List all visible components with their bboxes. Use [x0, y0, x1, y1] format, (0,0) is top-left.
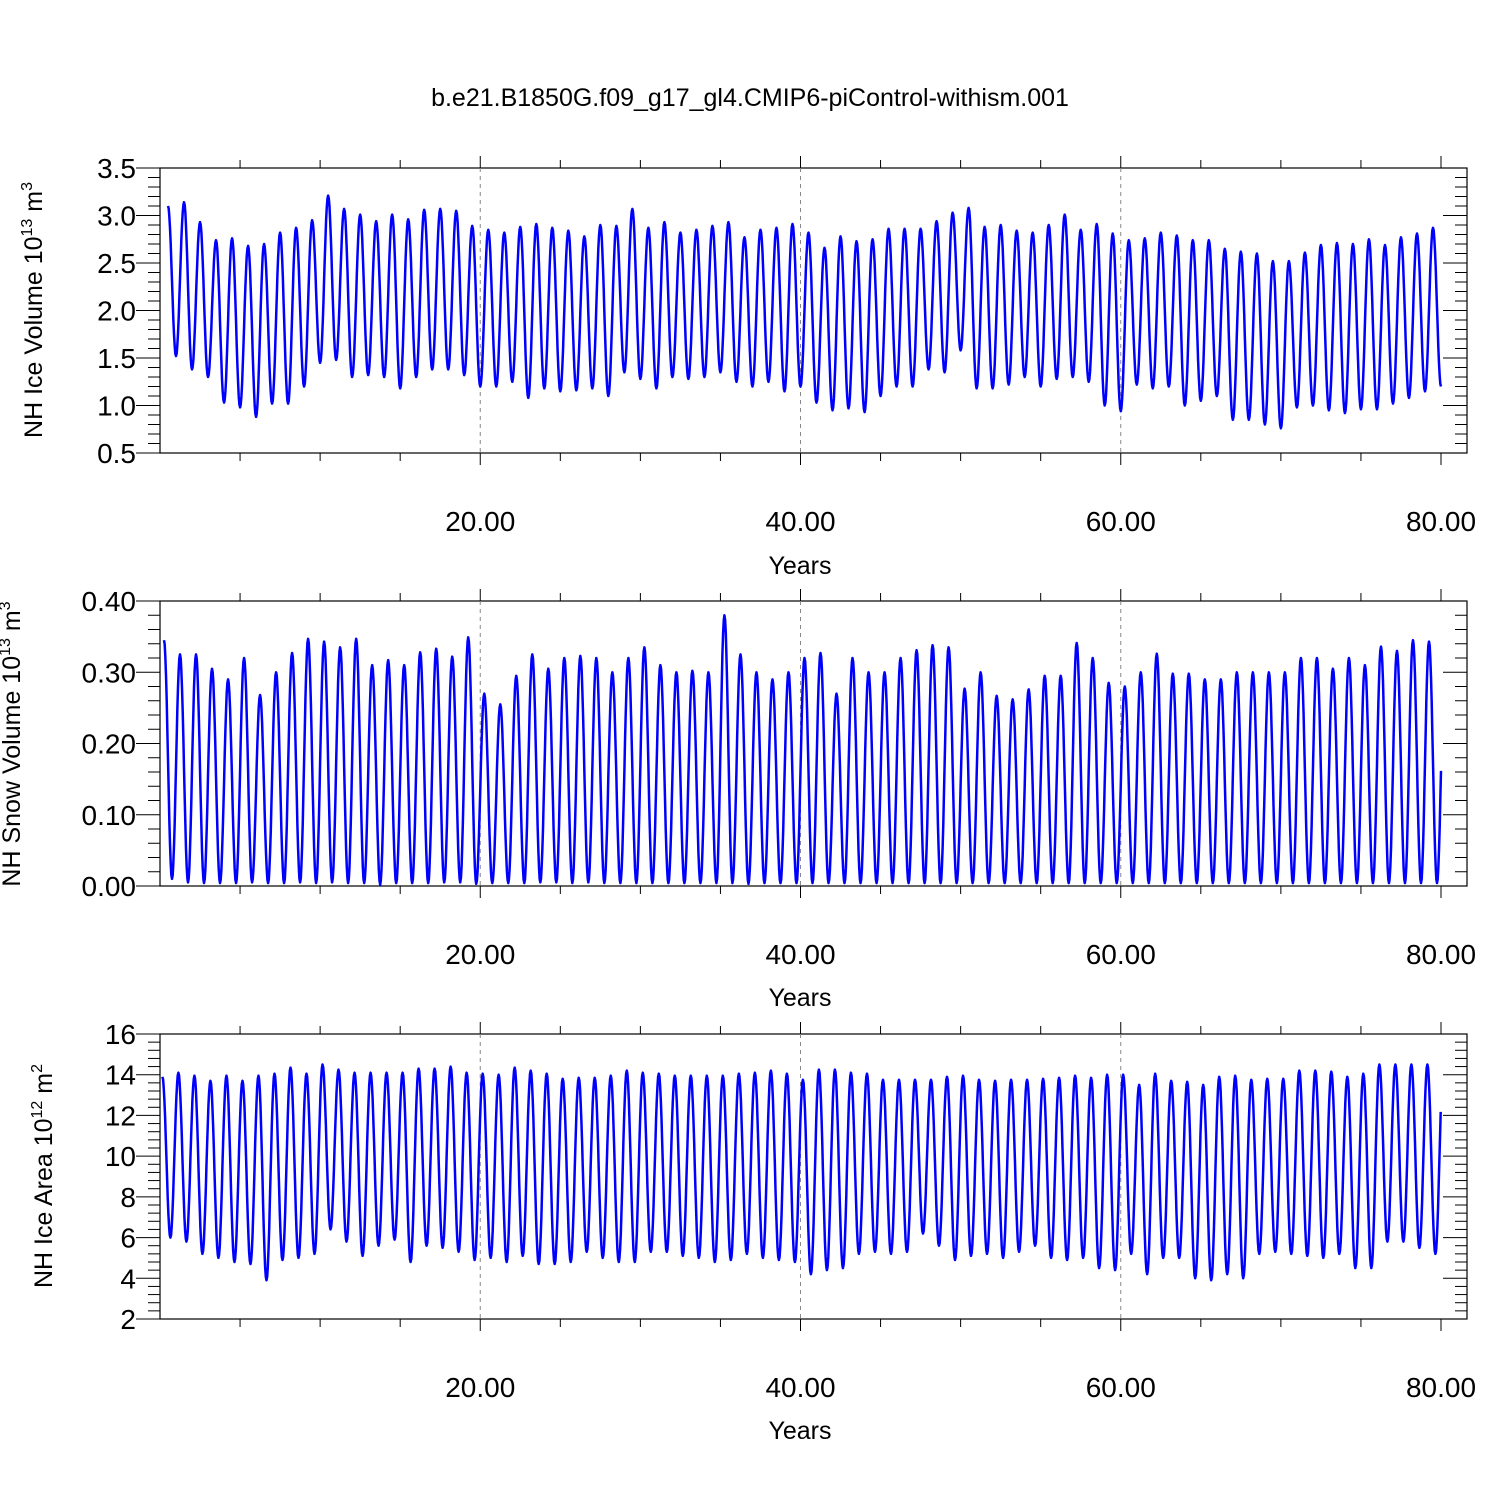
y-tick-label: 2: [120, 1304, 136, 1335]
x-axis-label: Years: [768, 552, 831, 580]
y-tick-labels: 0.5 1.0 1.5 2.0 2.5 3.0 3.5: [97, 153, 136, 469]
x-tick-label: 40.00: [765, 506, 835, 537]
y-tick-labels: 2 4 6 8 10 12 14 16: [105, 1019, 136, 1335]
y-tick-labels: 0.00 0.10 0.20 0.30 0.40: [82, 586, 137, 902]
x-tick-label: 40.00: [765, 1372, 835, 1403]
panel-snow-volume: 0.00 0.10 0.20 0.30 0.40 20.00 40.00 60.…: [0, 586, 1476, 1012]
panel-ice-area: 2 4 6 8 10 12 14 16 20.00 40.00 60.00 80…: [29, 1019, 1476, 1445]
x-tick-label: 60.00: [1086, 1372, 1156, 1403]
y-tick-label: 3.0: [97, 201, 136, 232]
y-tick-label: 0.30: [82, 657, 137, 688]
y-tick-label: 6: [120, 1223, 136, 1254]
series-line: [166, 194, 1443, 430]
y-tick-label: 0.20: [82, 729, 137, 760]
x-axis-label: Years: [768, 1417, 831, 1445]
plot-frame: [159, 1033, 1468, 1320]
y-tick-label: 8: [120, 1182, 136, 1213]
x-tick-label: 20.00: [445, 1372, 515, 1403]
y-axis-label: NH Snow Volume 1013 m3: [0, 601, 26, 886]
tick-marks: [136, 589, 1467, 898]
series-line: [161, 1063, 1442, 1282]
y-tick-label: 3.5: [97, 153, 136, 184]
y-tick-label: 12: [105, 1100, 136, 1131]
x-tick-label: 80.00: [1406, 1372, 1476, 1403]
x-axis-label: Years: [768, 984, 831, 1012]
y-tick-label: 14: [105, 1060, 136, 1091]
y-tick-label: 0.5: [97, 438, 136, 469]
gridlines: [479, 1034, 1122, 1319]
y-tick-label: 10: [105, 1141, 136, 1172]
x-tick-label: 40.00: [765, 939, 835, 970]
tick-marks: [136, 156, 1467, 465]
x-tick-labels: 20.00 40.00 60.00 80.00: [445, 1372, 1476, 1403]
y-axis-label: NH Ice Area 1012 m2: [29, 1064, 58, 1288]
y-tick-label: 0.40: [82, 586, 137, 617]
x-tick-label: 60.00: [1086, 506, 1156, 537]
x-tick-labels: 20.00 40.00 60.00 80.00: [445, 939, 1476, 970]
y-tick-label: 2.5: [97, 248, 136, 279]
x-tick-label: 20.00: [445, 506, 515, 537]
y-tick-label: 0.10: [82, 800, 137, 831]
y-axis-label: NH Ice Volume 1013 m3: [19, 182, 48, 438]
x-tick-label: 80.00: [1406, 506, 1476, 537]
y-tick-label: 4: [120, 1263, 136, 1294]
y-tick-label: 16: [105, 1019, 136, 1050]
x-tick-label: 60.00: [1086, 939, 1156, 970]
x-tick-label: 80.00: [1406, 939, 1476, 970]
x-tick-labels: 20.00 40.00 60.00 80.00: [445, 506, 1476, 537]
panel-ice-volume: 0.5 1.0 1.5 2.0 2.5 3.0 3.5 20.00 40.00 …: [19, 153, 1476, 580]
x-tick-label: 20.00: [445, 939, 515, 970]
y-tick-label: 0.00: [82, 871, 137, 902]
tick-marks: [136, 1022, 1467, 1331]
y-tick-label: 2.0: [97, 296, 136, 327]
figure-title: b.e21.B1850G.f09_g17_gl4.CMIP6-piControl…: [431, 84, 1069, 112]
gridlines: [479, 168, 1122, 453]
y-tick-label: 1.0: [97, 391, 136, 422]
y-tick-label: 1.5: [97, 343, 136, 374]
series-line: [162, 614, 1443, 886]
